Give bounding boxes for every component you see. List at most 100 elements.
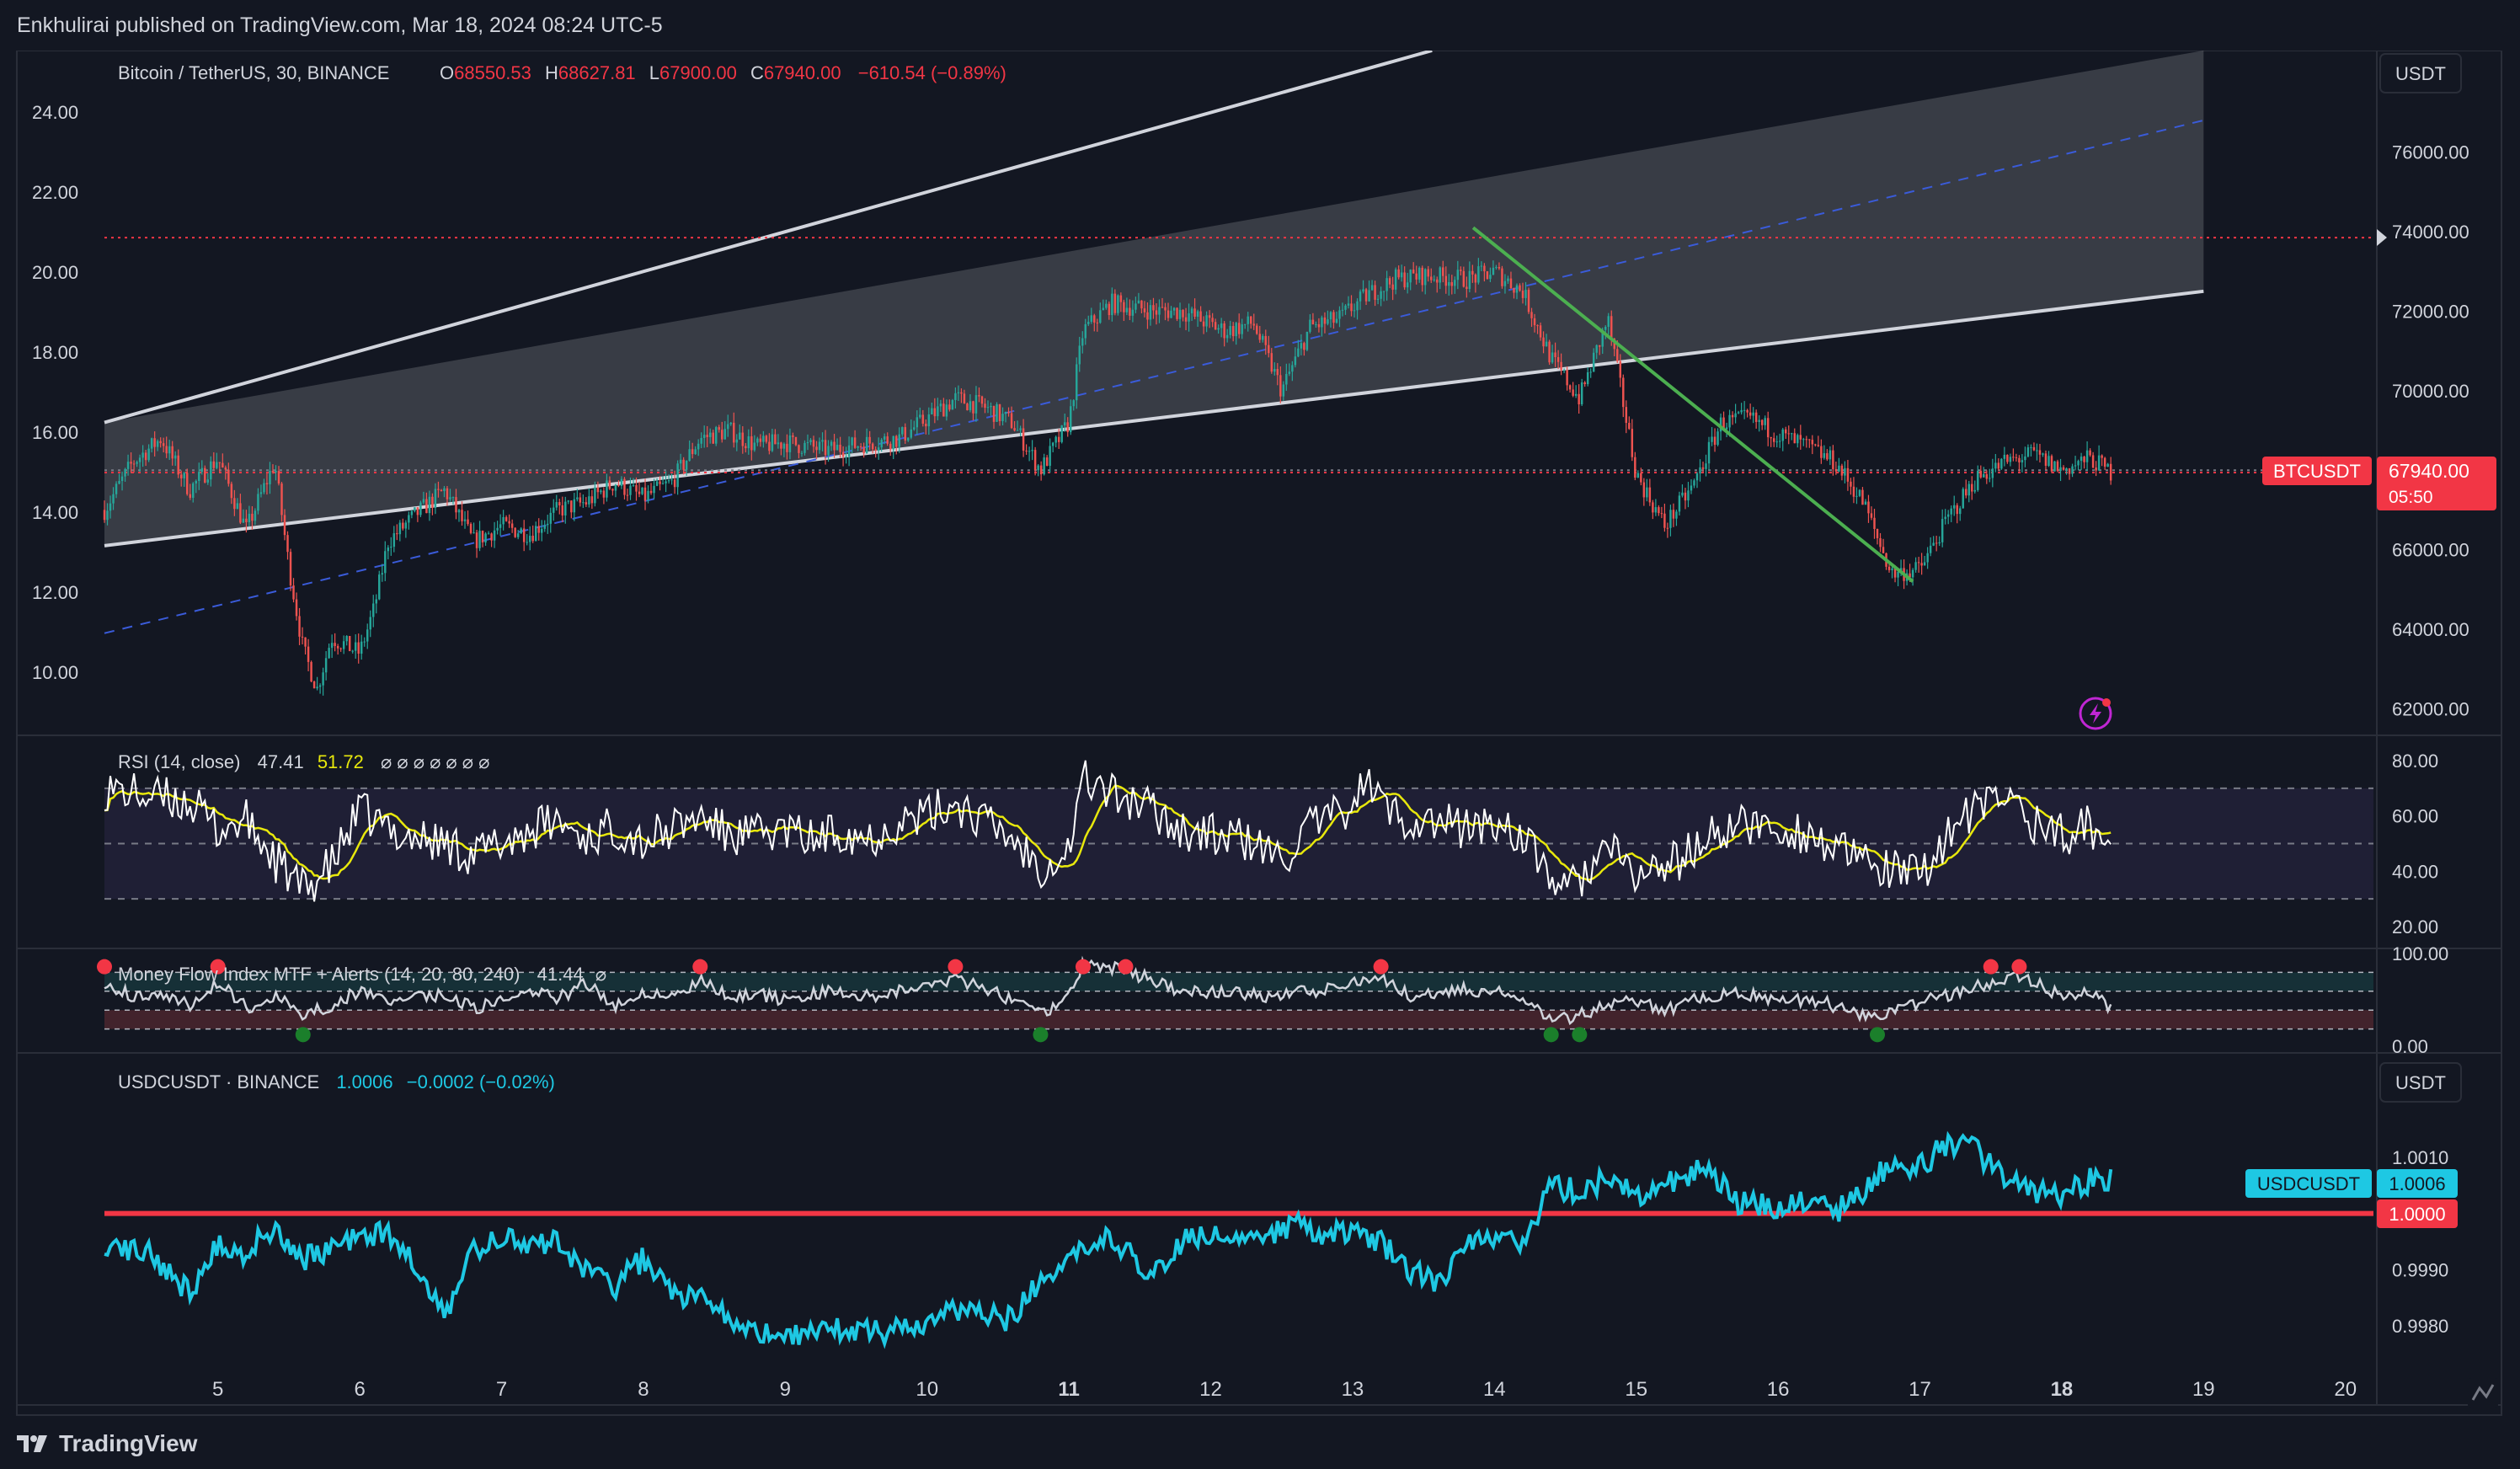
candle-body bbox=[124, 468, 126, 477]
candle-body bbox=[192, 483, 195, 498]
candle-body bbox=[1628, 423, 1631, 430]
candle-body bbox=[665, 481, 667, 483]
main-panel[interactable]: Bitcoin / TetherUS, 30, BINANCE O68550.5… bbox=[32, 51, 2496, 730]
legend-symbol[interactable]: Bitcoin / TetherUS, 30, BINANCE bbox=[118, 62, 389, 83]
usdc-panel[interactable]: 1.0010 0.9990 0.9980 USDCUSDT · BINANCE 1.… bbox=[104, 1062, 2462, 1349]
channel-upper-line[interactable] bbox=[104, 51, 1433, 425]
candle-body bbox=[174, 455, 177, 459]
mfi-panel[interactable]: 100.00 0.00 Money Flow Index MTF + Alerts… bbox=[97, 943, 2448, 1057]
rsi-legend[interactable]: RSI (14, close) 47.41 51.72 ⌀ ⌀ ⌀ ⌀ ⌀ ⌀ … bbox=[118, 751, 489, 772]
rsi-tick-label: 60.00 bbox=[2392, 806, 2438, 827]
candle-body bbox=[602, 490, 606, 498]
candle-body bbox=[1997, 462, 2000, 469]
rsi-panel[interactable]: 80.00 60.00 40.00 20.00 RSI (14, close) 47.… bbox=[104, 751, 2438, 937]
lightning-icon[interactable] bbox=[2079, 697, 2112, 730]
time-axis[interactable]: 5 6 7 8 9 10 11 12 13 14 15 16 17 18 19 20 bbox=[212, 1378, 2357, 1401]
candle-body bbox=[334, 643, 336, 647]
brand-bar: TradingView bbox=[0, 1418, 2520, 1469]
candle-body bbox=[1690, 485, 1693, 491]
candle-body bbox=[1519, 285, 1521, 291]
candle-body bbox=[171, 446, 174, 459]
candle-body bbox=[1814, 444, 1817, 446]
candle-body bbox=[1045, 457, 1049, 466]
candle-body bbox=[1400, 272, 1403, 278]
candle-body bbox=[614, 484, 617, 491]
usdc-currency-label[interactable]: USDT bbox=[2395, 1072, 2446, 1093]
candle-body bbox=[475, 532, 478, 548]
candle-body bbox=[183, 473, 185, 478]
publisher-text: Enkhulirai published on TradingView.com,… bbox=[17, 13, 663, 37]
candle-body bbox=[588, 496, 590, 505]
candle-body bbox=[461, 510, 463, 521]
candle-body bbox=[263, 483, 265, 493]
candle-body bbox=[1471, 270, 1474, 275]
candle-body bbox=[1672, 510, 1675, 519]
candle-body bbox=[1823, 453, 1826, 458]
candle-body bbox=[688, 449, 691, 461]
chart-area[interactable]: Bitcoin / TetherUS, 30, BINANCE O68550.5… bbox=[0, 51, 2520, 1418]
candle-body bbox=[794, 436, 798, 446]
candle-body bbox=[886, 436, 889, 444]
candle-body bbox=[1341, 309, 1344, 311]
candle-body bbox=[312, 681, 316, 689]
candle-body bbox=[1625, 407, 1628, 424]
candle-body bbox=[1217, 328, 1220, 330]
candle-body bbox=[1016, 430, 1019, 431]
price-tick-label: 64000.00 bbox=[2392, 619, 2469, 640]
candle-body bbox=[1666, 527, 1669, 529]
channel-median-line[interactable] bbox=[104, 119, 2204, 634]
candle-body bbox=[528, 536, 531, 542]
chart-settings-icon bbox=[2471, 1384, 2495, 1401]
candle-body bbox=[2097, 455, 2101, 471]
currency-button[interactable] bbox=[2379, 53, 2462, 93]
mfi-oversold-dot bbox=[295, 1027, 311, 1043]
rsi-tick-label: 40.00 bbox=[2392, 861, 2438, 882]
candle-body bbox=[2106, 463, 2109, 467]
channel-lower-line[interactable] bbox=[104, 289, 2204, 548]
candle-body bbox=[1746, 409, 1749, 413]
candle-body bbox=[1087, 322, 1090, 324]
time-tick-label: 6 bbox=[354, 1378, 365, 1401]
candle-body bbox=[1332, 312, 1335, 323]
candle-body bbox=[933, 408, 937, 417]
candle-body bbox=[2080, 457, 2083, 462]
candle-body bbox=[1501, 268, 1503, 286]
candle-body bbox=[378, 574, 381, 600]
mfi-legend[interactable]: Money Flow Index MTF + Alerts (14, 20, 8… bbox=[118, 964, 606, 985]
candle-body bbox=[1965, 489, 1967, 496]
candle-body bbox=[1917, 562, 1920, 564]
candle-body bbox=[1193, 308, 1196, 317]
usdc-currency-button[interactable] bbox=[2379, 1062, 2462, 1103]
price-axis[interactable]: 76000.00 74000.00 72000.00 70000.00 66000.00… bbox=[2392, 142, 2469, 720]
candle-body bbox=[1347, 303, 1350, 306]
alert-marker-icon[interactable] bbox=[2377, 229, 2387, 246]
candle-body bbox=[700, 437, 702, 444]
candle-body bbox=[1164, 307, 1167, 311]
candle-body bbox=[1317, 323, 1321, 328]
candle-body bbox=[1480, 265, 1483, 267]
usdc-legend[interactable]: USDCUSDT · BINANCE 1.0006 −0.0002 (−0.02… bbox=[118, 1071, 555, 1092]
candle-body bbox=[925, 423, 927, 427]
currency-label[interactable]: USDT bbox=[2395, 63, 2446, 84]
candle-body bbox=[1237, 323, 1241, 334]
candle-body bbox=[611, 489, 614, 491]
candle-body bbox=[2077, 461, 2080, 466]
candle-body bbox=[1515, 285, 1519, 293]
price-tick-label: 70000.00 bbox=[2392, 381, 2469, 402]
price-tag-bg bbox=[2377, 457, 2496, 510]
candle-body bbox=[520, 528, 522, 534]
mfi-overbought-dot bbox=[210, 959, 226, 975]
candle-body bbox=[1093, 315, 1096, 323]
legend-open: 68550.53 bbox=[454, 62, 531, 83]
downtrend-line[interactable] bbox=[1471, 226, 1914, 583]
candle-body bbox=[774, 434, 777, 445]
tradingview-logo[interactable]: TradingView bbox=[17, 1430, 197, 1457]
candle-body bbox=[980, 396, 984, 404]
candle-body bbox=[1592, 352, 1595, 372]
candle-body bbox=[1323, 317, 1327, 324]
candle-body bbox=[1456, 270, 1460, 280]
candle-body bbox=[2015, 457, 2018, 458]
candle-body bbox=[1060, 425, 1063, 442]
candle-body bbox=[939, 403, 942, 407]
rsi-legend-value: 47.41 bbox=[258, 751, 304, 772]
